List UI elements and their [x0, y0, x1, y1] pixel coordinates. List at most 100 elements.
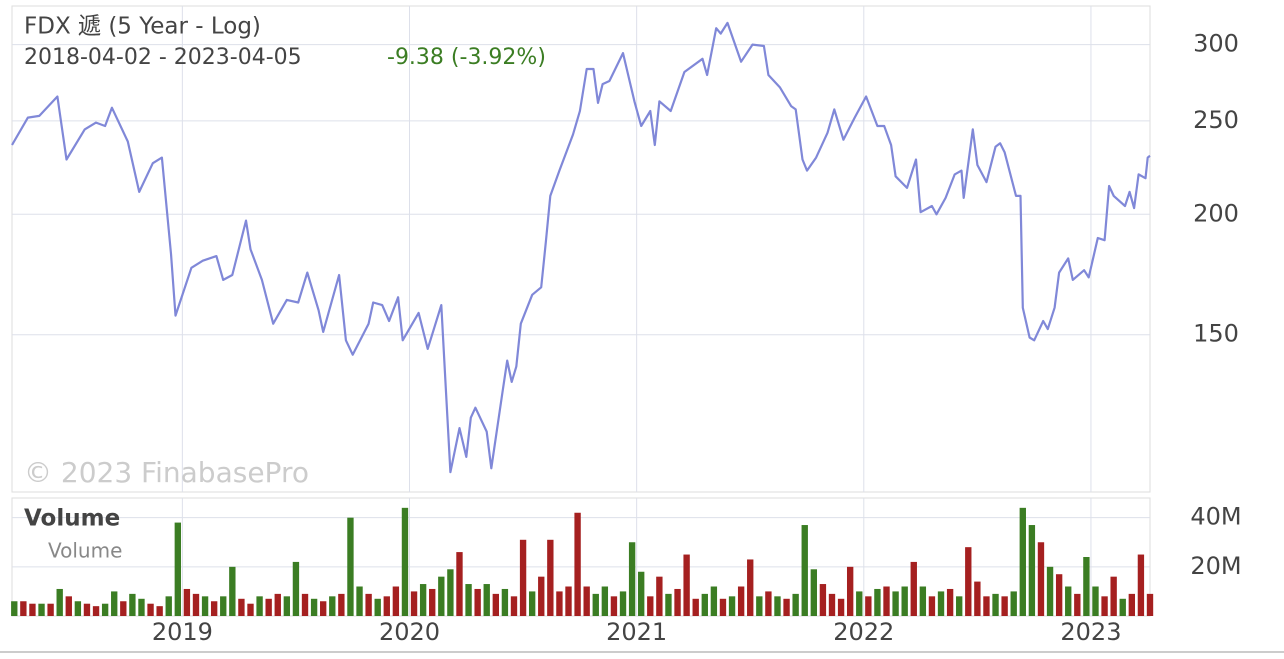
volume-bar	[728, 596, 736, 616]
volume-bar	[338, 593, 345, 616]
volume-bar	[1055, 574, 1063, 616]
volume-bar	[1001, 596, 1008, 616]
volume-bar	[165, 596, 172, 616]
volume-bar	[301, 593, 309, 616]
volume-bar	[937, 591, 945, 616]
volume-bar	[1119, 598, 1126, 616]
volume-bar	[111, 591, 118, 616]
volume-bar	[347, 517, 354, 616]
volume-bar	[974, 581, 981, 616]
volume-bar	[747, 559, 754, 616]
volume-bar	[265, 598, 272, 616]
volume-bar	[383, 596, 390, 616]
volume-bar	[120, 601, 127, 616]
volume-bar	[129, 593, 136, 616]
volume-bar	[1028, 525, 1036, 616]
volume-bar	[1037, 542, 1045, 616]
volume-bar	[528, 591, 536, 616]
volume-bar	[665, 593, 672, 616]
volume-bar	[946, 588, 954, 616]
volume-bar	[683, 554, 690, 616]
subtitle: 2018-04-02 - 2023-04-05	[24, 45, 302, 70]
volume-bar	[1065, 586, 1072, 616]
volume-bar	[256, 596, 263, 616]
volume-bar	[392, 586, 400, 616]
volume-bar	[210, 601, 218, 616]
volume-bar	[20, 601, 27, 616]
volume-bar	[828, 593, 836, 616]
volume-bar	[38, 603, 45, 616]
volume-bar	[801, 525, 808, 616]
volume-bar	[619, 591, 627, 616]
volume-bar	[792, 593, 799, 616]
volume-bar	[1101, 596, 1108, 616]
volume-bar	[83, 603, 91, 616]
volume-bar	[774, 596, 781, 616]
legend-entry: Volume	[48, 539, 122, 563]
volume-bar	[11, 601, 18, 616]
volume-bar	[965, 547, 972, 616]
y-tick-label: 300	[1193, 30, 1239, 58]
x-tick-label: 2023	[1060, 618, 1121, 646]
volume-bar	[919, 586, 927, 616]
volume-bar	[174, 522, 181, 616]
volume-bar	[610, 596, 618, 616]
volume-bar	[601, 586, 609, 616]
volume-bar	[156, 606, 163, 616]
volume-bar	[283, 596, 291, 616]
volume-bar	[29, 603, 36, 616]
volume-bar	[883, 586, 890, 616]
volume-bar	[138, 598, 145, 616]
volume-bar	[247, 603, 254, 616]
volume-bar	[874, 588, 881, 616]
volume-bar	[647, 596, 654, 616]
volume-bar	[456, 552, 463, 616]
volume-bar	[56, 588, 63, 616]
volume-bar	[701, 593, 708, 616]
volume-bar	[501, 588, 509, 616]
volume-bar	[356, 586, 363, 616]
volume-bar	[756, 596, 763, 616]
volume-bar	[310, 598, 318, 616]
volume-bar	[901, 586, 908, 616]
change-annotation: -9.38 (-3.92%)	[387, 45, 546, 70]
watermark: © 2023 FinabasePro	[24, 456, 309, 489]
volume-bar	[438, 576, 445, 616]
volume-bar	[65, 596, 72, 616]
volume-bar	[220, 596, 227, 616]
volume-bar	[1110, 576, 1117, 616]
volume-bar	[892, 591, 899, 616]
volume-bar	[674, 588, 681, 616]
volume-bar	[401, 507, 409, 616]
price-frame	[11, 5, 1151, 493]
volume-frame	[11, 497, 1151, 617]
volume-bar	[656, 576, 663, 616]
volume-bar	[474, 588, 481, 616]
volume-bar	[1092, 586, 1099, 616]
volume-bar	[465, 584, 472, 616]
volume-bar	[983, 596, 990, 616]
x-tick-label: 2021	[606, 618, 667, 646]
volume-bar	[565, 586, 572, 616]
x-tick-label: 2022	[833, 618, 894, 646]
volume-bar	[819, 584, 827, 616]
volume-bar	[547, 539, 554, 616]
volume-bar	[765, 591, 772, 616]
volume-bar	[492, 593, 500, 616]
volume-bar	[320, 601, 327, 616]
volume-bar	[837, 598, 845, 616]
volume-bar	[810, 569, 818, 616]
volume-bar	[192, 593, 200, 616]
volume-bar	[628, 542, 636, 616]
volume-bar	[638, 571, 645, 616]
volume-title: Volume	[24, 506, 120, 532]
volume-bar	[574, 512, 581, 616]
volume-bar	[483, 584, 490, 616]
y-tick-label: 250	[1193, 106, 1239, 134]
y-tick-label: 150	[1193, 320, 1239, 348]
volume-bar	[101, 603, 109, 616]
volume-bar	[1074, 593, 1081, 616]
volume-bar	[592, 593, 599, 616]
volume-bar	[510, 596, 518, 616]
